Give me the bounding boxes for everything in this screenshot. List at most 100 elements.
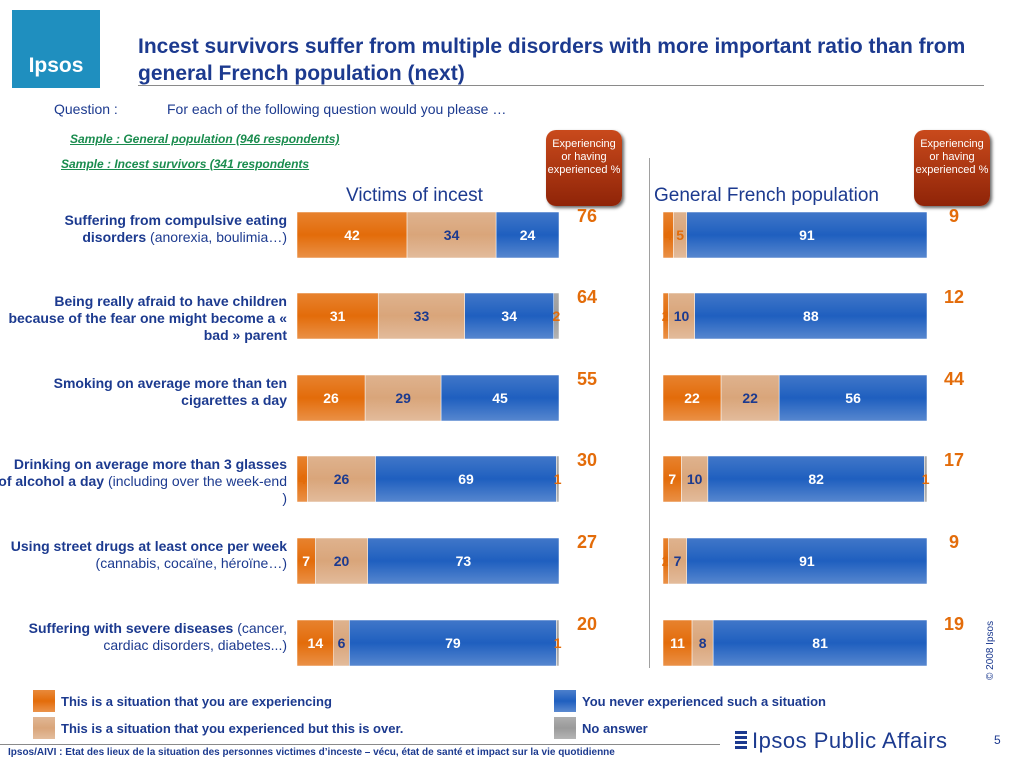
- row-label-bold: Using street drugs at least once per wee…: [10, 538, 287, 554]
- row-label-bold: Smoking on average more than ten cigaret…: [53, 375, 287, 408]
- bar-general-never: [778, 374, 928, 422]
- bar-value-label: 7: [302, 553, 310, 569]
- question-label: Question :: [54, 101, 118, 117]
- bar-victims-never: [349, 619, 557, 667]
- row-label-detail: (anorexia, boulimia…): [150, 229, 287, 245]
- experienced-total-general: 12: [944, 287, 964, 307]
- row-label-bold: Drinking on average more than 3 glasses …: [0, 456, 287, 489]
- bar-value-label: 91: [799, 553, 815, 569]
- bar-value-label: 5: [676, 227, 684, 243]
- panel-title-general: General French population: [654, 185, 879, 206]
- bar-value-label: 11: [670, 635, 685, 651]
- source-note: Ipsos/AIVI : Etat des lieux de la situat…: [8, 747, 615, 758]
- bar-value-label: 79: [445, 635, 461, 651]
- experienced-total-general: 44: [944, 369, 964, 389]
- row-label-detail: (cancer, cardiac disorders, diabetes...): [103, 620, 287, 653]
- bar-value-label: 8: [699, 635, 707, 651]
- bar-value-label: 2: [552, 308, 560, 324]
- bar-value-label: 4: [664, 227, 672, 243]
- bar-victims-never: [367, 537, 560, 585]
- row-label-detail: (including over the week-end ): [108, 473, 287, 506]
- page-title: Incest survivors suffer from multiple di…: [138, 35, 966, 85]
- ipsos-logo: Ipsos: [12, 10, 100, 88]
- experienced-total-general: 17: [944, 450, 964, 470]
- row-label-bold: Suffering from compulsive eating disorde…: [64, 212, 287, 245]
- copyright: © 2008 Ipsos: [985, 620, 996, 680]
- bar-victims-never: [375, 455, 557, 503]
- row-label: Suffering with severe diseases (cancer, …: [0, 620, 287, 654]
- bar-general-past: [668, 292, 695, 340]
- legend-swatch-no_answer: [554, 717, 576, 739]
- experienced-total-general: 19: [944, 614, 964, 634]
- experienced-total-general: 9: [949, 532, 959, 552]
- bar-general-never: [694, 292, 928, 340]
- experienced-total-victims: 30: [577, 450, 597, 470]
- experienced-total-victims: 76: [577, 206, 597, 226]
- footer-divider: [0, 744, 720, 745]
- brand-name: Ipsos Public Affairs: [752, 728, 948, 753]
- bar-value-label: 6: [338, 635, 346, 651]
- experienced-total-victims: 27: [577, 532, 597, 552]
- legend-label-never: You never experienced such a situation: [582, 694, 826, 709]
- bar-value-label: 7: [668, 471, 676, 487]
- experienced-total-victims: 20: [577, 614, 597, 634]
- sample-general: Sample : General population (946 respond…: [70, 132, 340, 146]
- bar-value-label: 24: [520, 227, 536, 243]
- bar-value-label: 42: [344, 227, 360, 243]
- bar-victims-past: [307, 455, 376, 503]
- bar-value-label: 73: [456, 553, 472, 569]
- brand-mark-icon: [735, 731, 747, 749]
- bar-victims-currently: [296, 619, 334, 667]
- bar-value-label: 45: [492, 390, 508, 406]
- bar-general-currently: [662, 619, 693, 667]
- row-label: Drinking on average more than 3 glasses …: [0, 456, 287, 507]
- bar-victims-never: [440, 374, 560, 422]
- row-label-detail: (cannabis, cocaïne, héroïne…): [95, 555, 287, 571]
- title-divider: [138, 85, 984, 86]
- legend-label-past: This is a situation that you experienced…: [61, 721, 404, 736]
- bar-victims-past: [364, 374, 442, 422]
- bar-victims-past: [315, 537, 368, 585]
- bar-value-label: 1: [554, 635, 562, 651]
- bar-general-never: [707, 455, 925, 503]
- bar-value-label: 14: [308, 635, 324, 651]
- bar-value-label: 1: [922, 471, 930, 487]
- bar-value-label: 33: [414, 308, 430, 324]
- bar-general-currently: [662, 374, 722, 422]
- bar-general-past: [681, 455, 709, 503]
- bar-value-label: 88: [803, 308, 819, 324]
- bar-general-never: [686, 211, 928, 259]
- bar-victims-no_answer: [553, 292, 560, 340]
- bar-value-label: 31: [330, 308, 346, 324]
- bar-value-label: 34: [444, 227, 460, 243]
- experienced-total-victims: 64: [577, 287, 597, 307]
- experienced-total-general: 9: [949, 206, 959, 226]
- bar-victims-never: [495, 211, 560, 259]
- bar-value-label: 10: [674, 308, 690, 324]
- bar-general-never: [686, 537, 928, 585]
- bar-value-label: 81: [812, 635, 828, 651]
- legend-label-no_answer: No answer: [582, 721, 648, 736]
- logo-text: Ipsos: [28, 54, 84, 77]
- bar-value-label: 26: [334, 471, 350, 487]
- bar-value-label: 91: [799, 227, 815, 243]
- bar-victims-currently: [296, 211, 408, 259]
- legend-swatch-never: [554, 690, 576, 712]
- panel-divider: [649, 158, 650, 668]
- row-label-bold: Being really afraid to have children bec…: [8, 293, 287, 343]
- bar-victims-past: [406, 211, 497, 259]
- bar-victims-no_answer: [556, 619, 560, 667]
- bar-value-label: 69: [458, 471, 474, 487]
- page-number: 5: [994, 733, 1001, 747]
- bar-general-never: [712, 619, 928, 667]
- bar-value-label: 29: [395, 390, 411, 406]
- legend-swatch-past: [33, 717, 55, 739]
- experienced-total-victims: 55: [577, 369, 597, 389]
- row-label: Using street drugs at least once per wee…: [0, 538, 287, 572]
- bar-value-label: 10: [687, 471, 703, 487]
- experienced-badge-victims: Experiencing or having experienced %: [546, 130, 622, 206]
- bar-value-label: 7: [674, 553, 682, 569]
- bar-victims-never: [464, 292, 555, 340]
- row-label: Suffering from compulsive eating disorde…: [0, 212, 287, 246]
